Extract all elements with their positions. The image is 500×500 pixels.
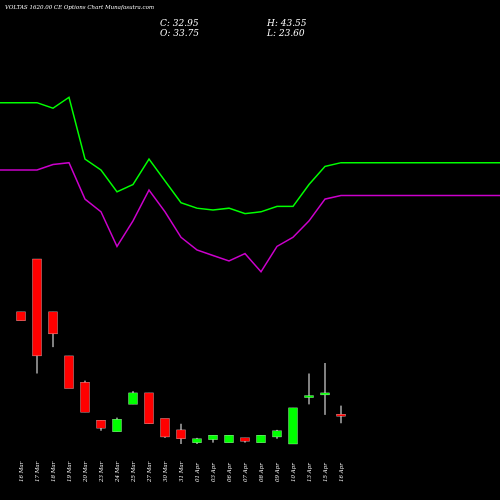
- candle-1: [16, 311, 26, 321]
- date-label: 06 Apr: [227, 463, 233, 482]
- candle-6: [96, 420, 106, 431]
- candle-15: [240, 437, 250, 443]
- date-label: 27 Mar: [147, 461, 153, 483]
- candle-body: [304, 395, 314, 398]
- date-axis: 16 Mar 17 Mar 18 Mar 19 Mar 20 Mar 23 Mar 24 M…: [19, 461, 345, 483]
- candle-body: [336, 414, 346, 417]
- date-label: 08 Apr: [259, 463, 265, 482]
- date-label: 07 Apr: [243, 463, 249, 482]
- candle-13: [208, 435, 218, 443]
- candle-4: [64, 355, 74, 389]
- candle-body: [48, 311, 58, 335]
- candle-body: [192, 438, 202, 443]
- candle-body: [176, 429, 186, 439]
- candle-body: [320, 392, 330, 396]
- candle-2: [32, 258, 42, 374]
- candle-5: [80, 380, 90, 413]
- candle-body: [224, 435, 234, 443]
- candle-10: [160, 418, 170, 438]
- low-value: L: 23.60: [267, 29, 305, 39]
- candle-17: [272, 429, 282, 439]
- candle-body: [112, 419, 122, 432]
- candle-9: [144, 392, 154, 424]
- chart-title: VOLTAS 1620.00 CE Options Chart Munafasu…: [5, 5, 155, 11]
- candle-8: [128, 391, 138, 405]
- date-label: 15 Apr: [323, 463, 329, 482]
- candle-body: [160, 418, 170, 438]
- date-label: 19 Mar: [67, 461, 73, 482]
- candle-14: [224, 435, 234, 443]
- candle-21: [336, 405, 346, 424]
- candle-body: [96, 420, 106, 429]
- candle-body: [208, 435, 218, 440]
- band-lines: [0, 96, 500, 274]
- upper-band-line: [0, 96, 500, 215]
- date-label: 23 Mar: [99, 461, 105, 483]
- date-label: 13 Apr: [307, 463, 313, 482]
- candle-12: [192, 437, 202, 444]
- date-label: 24 Mar: [115, 461, 121, 483]
- candles: [16, 258, 346, 445]
- candle-body: [32, 258, 42, 357]
- candle-18: [288, 407, 298, 445]
- candle-body: [128, 392, 138, 405]
- date-label: 01 Apr: [195, 463, 201, 482]
- date-label: 18 Mar: [51, 461, 57, 482]
- date-label: 17 Mar: [35, 461, 41, 482]
- date-label: 10 Apr: [291, 463, 297, 482]
- date-label: 25 Mar: [131, 461, 137, 483]
- close-value: C: 32.95: [160, 19, 199, 29]
- high-value: H: 43.55: [267, 19, 307, 29]
- candle-body: [272, 430, 282, 438]
- candle-11: [176, 423, 186, 444]
- candle-body: [80, 382, 90, 413]
- date-label: 09 Apr: [275, 463, 281, 482]
- candle-7: [112, 417, 122, 432]
- date-label: 30 Mar: [163, 461, 169, 482]
- date-label: 31 Mar: [179, 461, 185, 482]
- open-value: O: 33.75: [160, 29, 200, 39]
- candle-19: [304, 373, 314, 405]
- candle-16: [256, 435, 266, 443]
- candle-body: [256, 435, 266, 443]
- candle-20: [320, 362, 330, 415]
- candle-3: [48, 311, 58, 348]
- date-label: 16 Mar: [19, 461, 25, 482]
- candle-body: [144, 392, 154, 424]
- candle-body: [64, 355, 74, 389]
- candle-body: [16, 311, 26, 321]
- lower-band-line: [0, 161, 500, 274]
- candle-body: [288, 407, 298, 445]
- date-label: 03 Apr: [211, 463, 217, 482]
- candle-body: [240, 437, 250, 442]
- date-label: 20 Mar: [83, 461, 89, 483]
- date-label: 16 Apr: [339, 463, 345, 482]
